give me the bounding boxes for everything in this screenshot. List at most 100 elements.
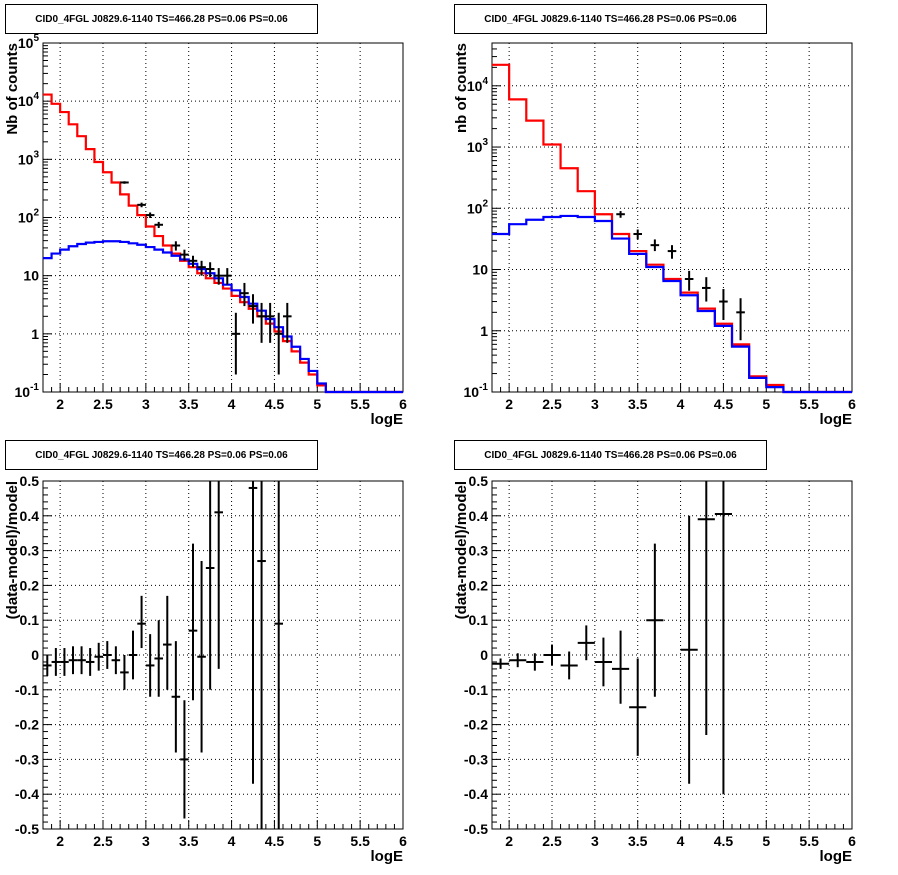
data-points [492, 481, 732, 795]
model-total-histogram [492, 63, 852, 394]
y-tick-label: 105 [18, 33, 40, 51]
panel-title-top-left: CID0_4FGL J0829.6-1140 TS=466.28 PS=0.06… [5, 4, 318, 34]
x-axis-label: logE [371, 411, 404, 428]
y-axis-label: (data-model)/model [453, 481, 470, 619]
y-tick-label: -0.1 [464, 682, 488, 698]
x-axis-label: logE [371, 848, 404, 865]
y-tick-label: -0.5 [15, 821, 39, 837]
data-point [214, 481, 223, 669]
x-tick-label: 6 [848, 396, 856, 412]
y-ticks [492, 480, 501, 830]
data-point [633, 229, 642, 240]
data-point [257, 481, 266, 829]
data-point [94, 642, 103, 671]
data-point [137, 595, 146, 649]
grid-bottom-left [43, 481, 403, 829]
data-point [265, 302, 275, 343]
data-point [51, 648, 61, 676]
panel-top-left: 2 2.5 3 3.5 4 4.5 5 5.5 6 10-1 1 10 102 103 104 105 logE… [4, 33, 407, 428]
x-tick-label: 4 [228, 396, 236, 412]
y-tick-label: 0.5 [469, 473, 489, 489]
x-tick-label: 2.5 [542, 833, 562, 849]
data-point [128, 630, 138, 680]
x-tick-label: 5 [313, 833, 321, 849]
y-axis-label: (data-model)/model [4, 481, 21, 619]
x-tick-label: 6 [848, 833, 856, 849]
x-tick-label: 4.5 [265, 833, 285, 849]
data-point [214, 268, 223, 285]
y-tick-label: 103 [467, 137, 489, 155]
data-point [612, 630, 630, 704]
y-tick-label: -0.2 [464, 717, 488, 733]
data-point [684, 270, 694, 291]
data-point [188, 255, 198, 268]
y-tick-label: -0.4 [15, 786, 39, 802]
model-component-histogram [492, 214, 852, 394]
data-point [509, 653, 527, 668]
data-point [171, 241, 181, 251]
y-axis-label: Nb of counts [4, 43, 21, 135]
data-point [180, 249, 189, 261]
y-ticks [43, 480, 52, 830]
y-tick-label: 0.3 [20, 543, 40, 559]
x-tick-label: 3.5 [179, 833, 199, 849]
x-ticks [491, 383, 853, 392]
data-point [594, 637, 612, 687]
y-tick-label: 102 [467, 198, 489, 216]
data-point [543, 644, 561, 666]
x-ticks [42, 383, 404, 392]
data-point [240, 282, 249, 307]
data-point [205, 262, 215, 277]
x-tick-label: 2 [505, 833, 513, 849]
data-point [736, 298, 745, 341]
panel-bottom-right: 2 2.5 3 3.5 4 4.5 5 5.5 6 -0.5 -0.4 -0.3 -0.2 -0.1 0 0.… [453, 473, 856, 865]
y-ticks [43, 42, 52, 393]
grid-top-right [492, 43, 852, 392]
data-point [274, 481, 283, 829]
x-tick-label: 4.5 [714, 833, 734, 849]
data-point [650, 239, 660, 252]
x-tick-label: 3.5 [179, 396, 199, 412]
y-tick-label: 104 [467, 76, 489, 94]
x-tick-label: 3.5 [628, 833, 648, 849]
y-tick-label: -0.3 [15, 751, 39, 767]
y-tick-label: 0.1 [20, 612, 40, 628]
y-tick-label: -0.2 [15, 717, 39, 733]
y-axis-label: nb of counts [453, 43, 470, 133]
y-tick-label: 0 [480, 647, 488, 663]
x-tick-label: 4 [228, 833, 236, 849]
model-total-histogram [43, 93, 403, 394]
data-point [154, 620, 163, 697]
data-point [205, 481, 215, 690]
data-points [43, 481, 283, 829]
x-tick-label: 5 [762, 396, 770, 412]
data-point [492, 658, 510, 669]
y-tick-label: 103 [18, 149, 40, 167]
x-axis-label: logE [820, 411, 853, 428]
data-points [120, 181, 292, 375]
x-tick-label: 3 [142, 833, 150, 849]
x-tick-label: 4.5 [714, 396, 734, 412]
data-point [526, 653, 544, 671]
data-point [283, 302, 292, 343]
x-tick-label: 3 [142, 396, 150, 412]
data-point [248, 481, 258, 784]
y-tick-label: 0.2 [20, 577, 40, 593]
data-point [43, 655, 52, 676]
data-point [180, 700, 189, 819]
y-tick-label: 0.4 [20, 508, 40, 524]
y-ticks [492, 42, 501, 393]
y-tick-label: -0.5 [464, 821, 488, 837]
data-point [145, 634, 155, 697]
y-tick-label: 1 [480, 323, 488, 339]
x-tick-label: 4 [677, 833, 685, 849]
data-point [223, 268, 232, 285]
x-tick-label: 2.5 [93, 833, 113, 849]
y-tick-label: -0.3 [464, 751, 488, 767]
data-point [680, 515, 698, 784]
data-point [577, 625, 595, 661]
data-point [197, 561, 206, 753]
data-point [646, 543, 664, 697]
data-point [68, 646, 78, 675]
data-point [120, 655, 129, 690]
